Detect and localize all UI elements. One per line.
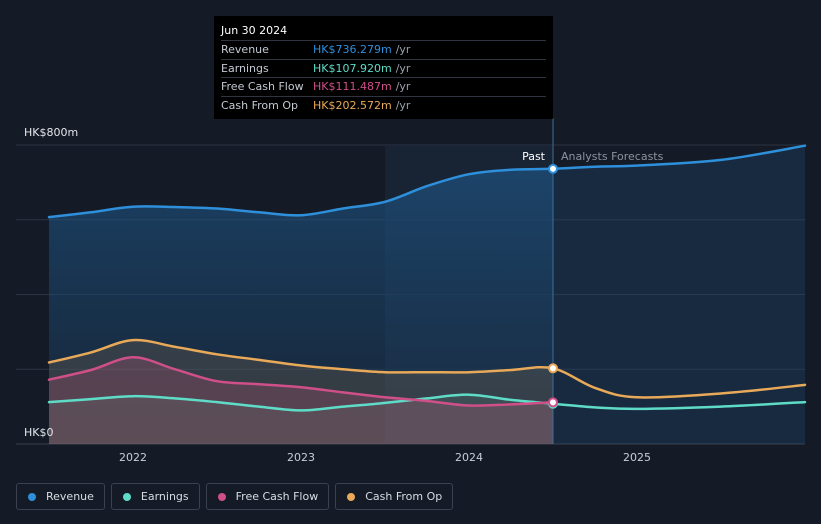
free-cash-flow-line	[47, 356, 555, 407]
tooltip-value: HK$202.572m	[313, 98, 392, 112]
revenue-line	[47, 144, 807, 219]
revenue-forecast-area	[553, 145, 805, 444]
x-axis-tick-label: 2024	[455, 451, 483, 464]
cash-from-op-marker	[548, 363, 558, 374]
legend-label: Earnings	[140, 490, 189, 503]
x-axis-tick-label: 2025	[623, 451, 651, 464]
x-axis-tick-label: 2022	[119, 451, 147, 464]
y-axis-top-label: HK$800m	[24, 126, 78, 139]
revenue-dot-icon	[28, 492, 36, 501]
earnings-line	[47, 393, 807, 412]
data-tooltip: Jun 30 2024 Revenue HK$736.279m /yr Earn…	[214, 16, 553, 119]
free-cash-flow-marker	[548, 397, 558, 408]
forecast-label: Analysts Forecasts	[561, 150, 664, 163]
revenue-marker	[548, 163, 558, 174]
past-label: Past	[522, 150, 546, 163]
cash-from-op-line	[47, 338, 807, 399]
earnings-area	[49, 394, 553, 444]
tooltip-row-free-cash-flow: Free Cash Flow HK$111.487m /yr	[221, 77, 546, 96]
tooltip-value: HK$111.487m	[313, 80, 392, 93]
legend-item-earnings[interactable]: Earnings	[110, 483, 200, 510]
x-axis-tick-label: 2023	[287, 451, 315, 464]
free-cash-flow-dot-icon	[217, 492, 226, 501]
tooltip-label: Revenue	[221, 43, 269, 56]
revenue-area	[49, 168, 553, 445]
legend-item-free-cash-flow[interactable]: Free Cash Flow	[205, 483, 330, 510]
earnings-dot-icon	[122, 492, 131, 501]
cash-from-op-dot-icon	[347, 492, 356, 501]
tooltip-label: Cash From Op	[221, 98, 299, 112]
legend-label: Revenue	[46, 490, 94, 503]
tooltip-unit: /yr	[395, 43, 411, 56]
legend-label: Free Cash Flow	[235, 490, 319, 503]
tooltip-date: Jun 30 2024	[221, 24, 288, 37]
legend-label: Cash From Op	[365, 490, 443, 503]
y-axis-bottom-label: HK$0	[24, 426, 53, 439]
tooltip-label: Free Cash Flow	[221, 80, 304, 93]
tooltip-unit: /yr	[395, 80, 411, 93]
tooltip-value: HK$107.920m	[313, 61, 392, 75]
legend-item-cash-from-op[interactable]: Cash From Op	[335, 483, 454, 510]
tooltip-row-earnings: Earnings HK$107.920m /yr	[221, 58, 546, 78]
tooltip-row-revenue: Revenue HK$736.279m /yr	[221, 40, 546, 59]
tooltip-row-cash-from-op: Cash From Op HK$202.572m /yr	[221, 95, 546, 115]
free-cash-flow-area	[49, 357, 553, 444]
tooltip-value: HK$736.279m	[313, 43, 392, 56]
tooltip-label: Earnings	[221, 61, 269, 75]
chart-legend: Revenue Earnings Free Cash Flow Cash Fro…	[16, 483, 454, 510]
tooltip-unit: /yr	[395, 61, 411, 75]
tooltip-unit: /yr	[395, 98, 411, 112]
legend-item-revenue[interactable]: Revenue	[16, 483, 105, 510]
cash-from-op-area	[49, 339, 553, 444]
